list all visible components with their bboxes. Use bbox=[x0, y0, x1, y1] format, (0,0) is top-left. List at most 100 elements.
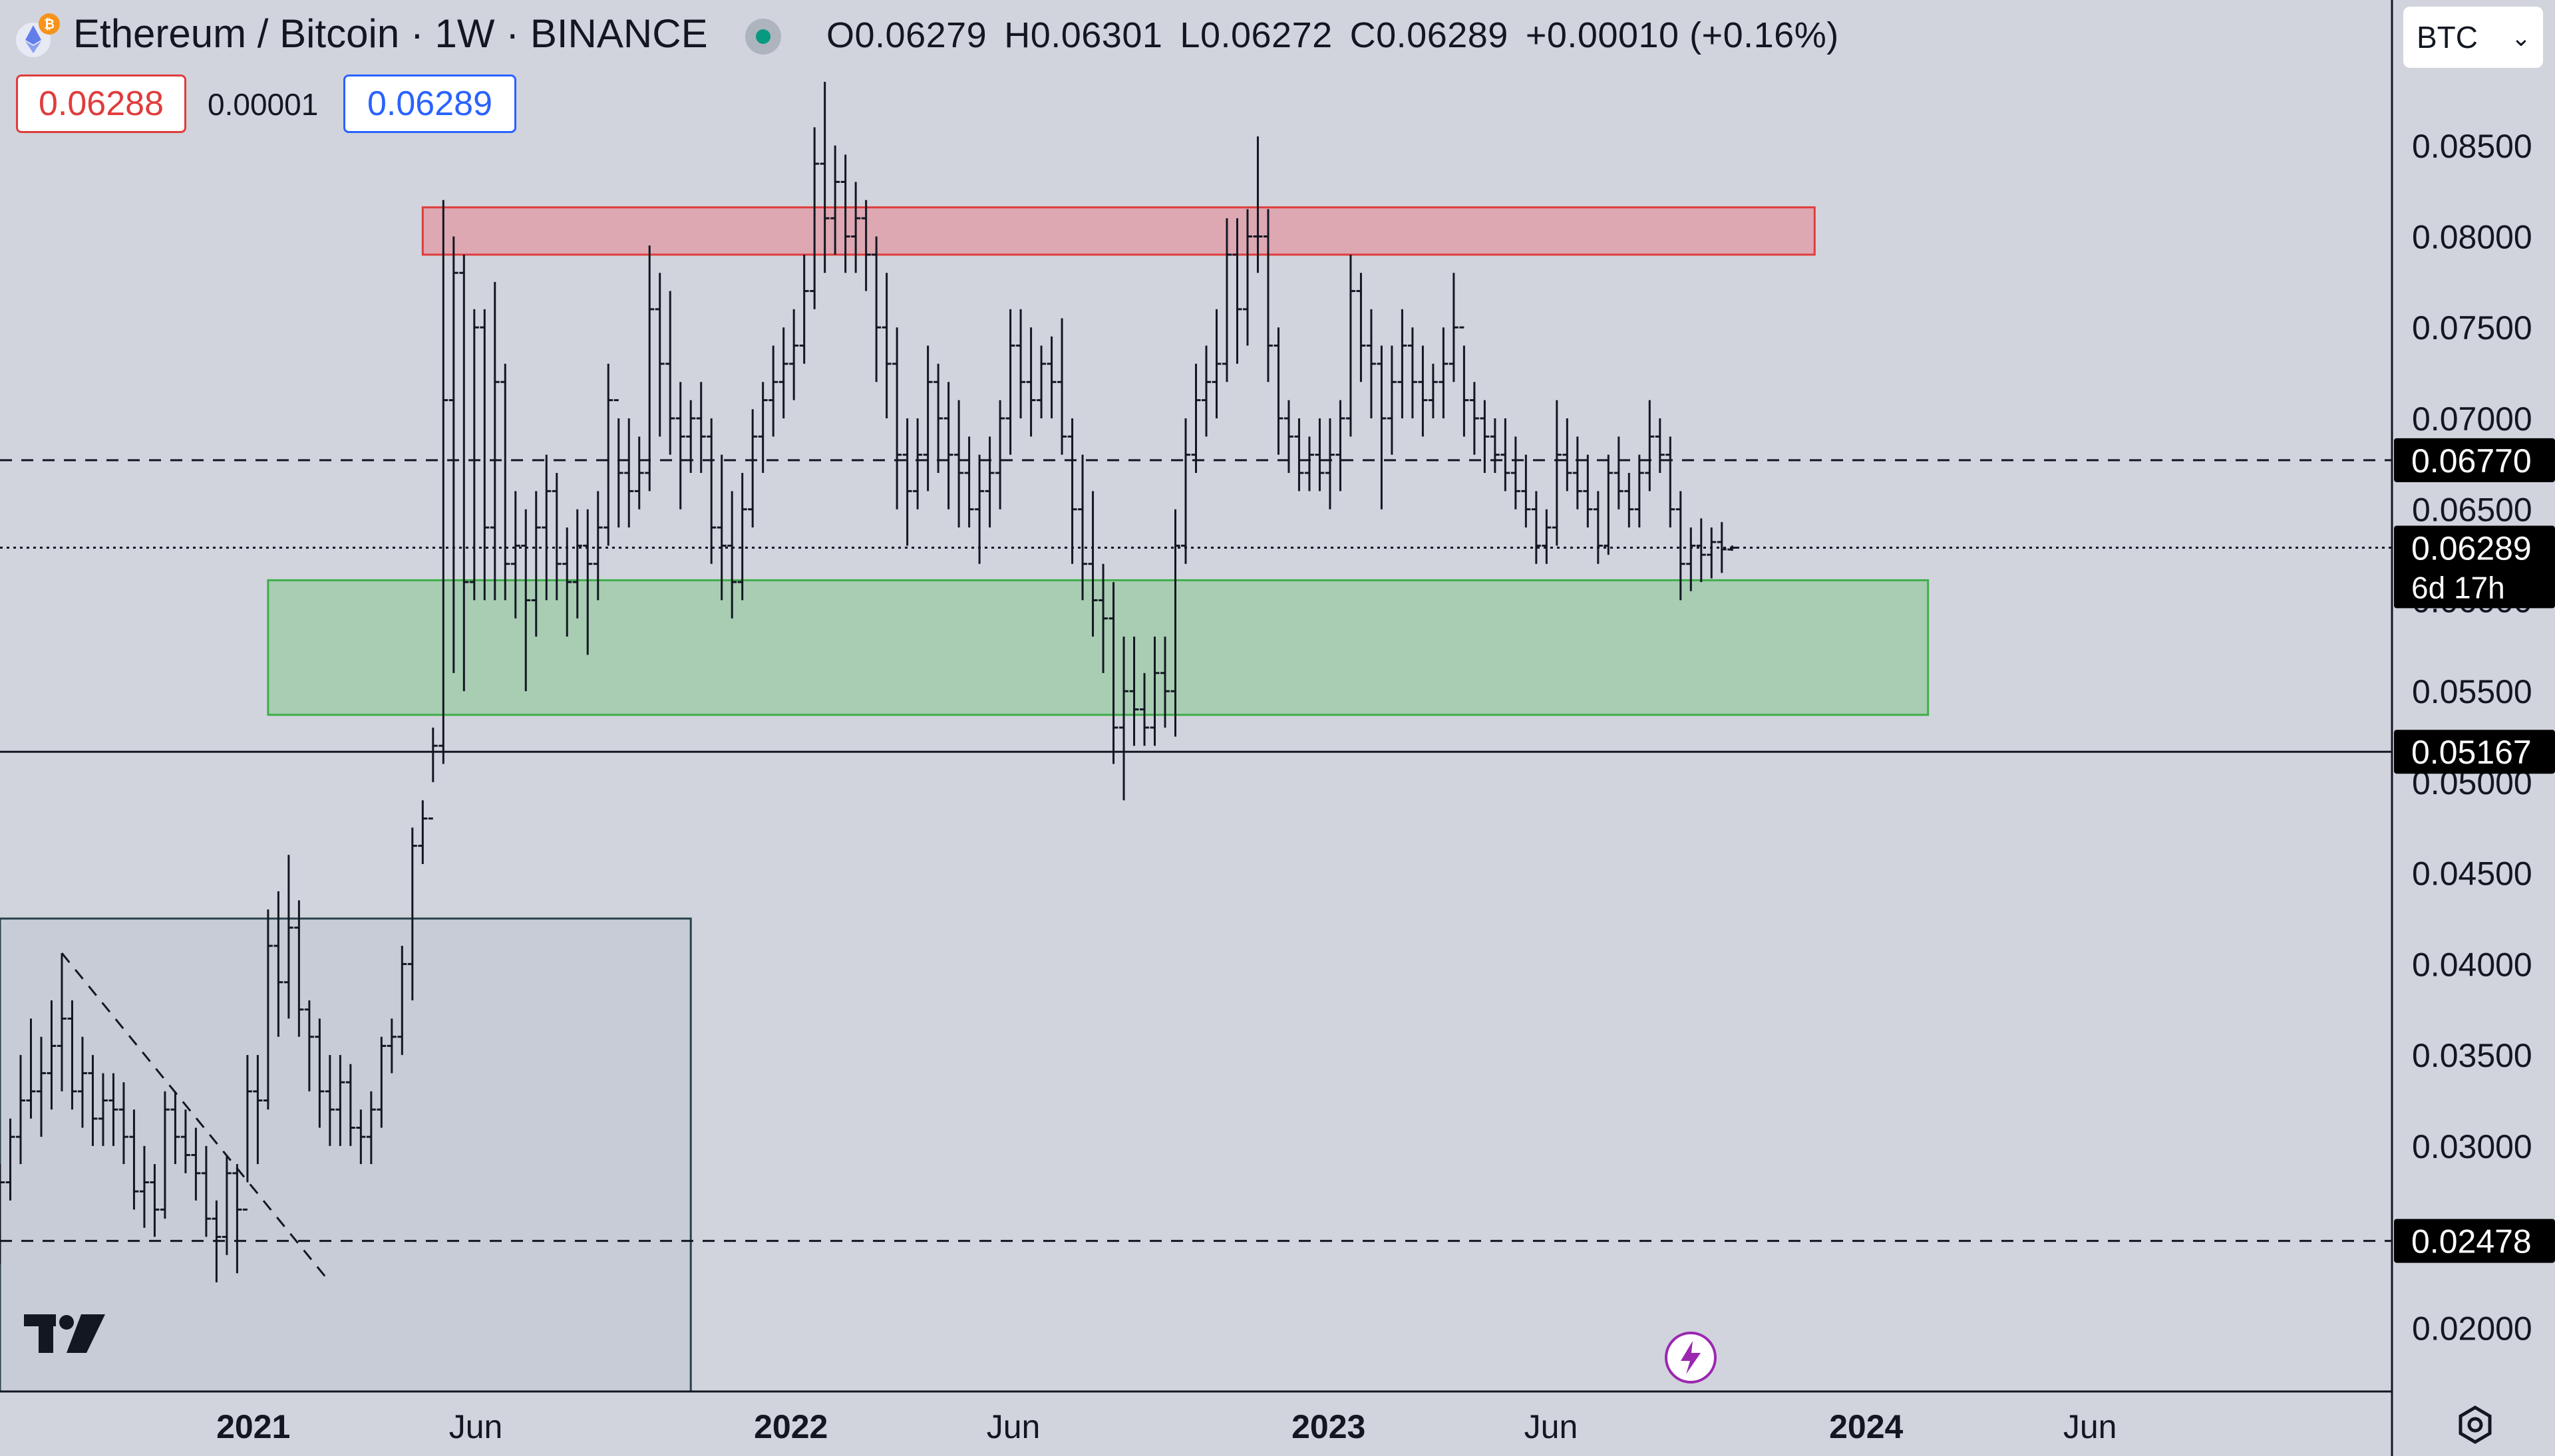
ohlc-bar bbox=[975, 454, 985, 564]
symbol-title[interactable]: Ethereum / Bitcoin · 1W · BINANCE bbox=[73, 11, 708, 56]
svg-text:₿: ₿ bbox=[44, 17, 55, 32]
ohlc-bar bbox=[1397, 309, 1407, 418]
ohlc-bar bbox=[139, 1145, 149, 1228]
ohlc-bar bbox=[995, 400, 1005, 510]
settings-icon[interactable] bbox=[2455, 1405, 2495, 1445]
ohlc-bar bbox=[1686, 527, 1696, 591]
ohlc-bar bbox=[665, 291, 675, 455]
ohlc-bar bbox=[562, 527, 572, 637]
open-value: O0.06279 bbox=[826, 15, 987, 55]
ohlc-bar bbox=[304, 1000, 314, 1092]
ohlc-bar bbox=[1160, 637, 1170, 728]
ohlc-bar bbox=[500, 363, 510, 601]
ohlc-bar bbox=[1315, 418, 1325, 492]
ohlc-bar bbox=[397, 946, 407, 1056]
ohlc-bar bbox=[98, 1073, 108, 1146]
resistance-zone[interactable] bbox=[421, 206, 1816, 256]
ohlc-bar bbox=[613, 399, 623, 528]
ohlc-bar bbox=[1593, 491, 1603, 564]
sell-price-button[interactable]: 0.06288 bbox=[16, 74, 186, 133]
ohlc-bar bbox=[1552, 400, 1562, 546]
ohlc-bar bbox=[407, 827, 417, 1001]
lightning-icon[interactable] bbox=[1665, 1332, 1717, 1383]
time-tick-label: 2021 bbox=[216, 1408, 290, 1445]
ohlc-bar bbox=[232, 1164, 242, 1274]
time-tick-label: Jun bbox=[1524, 1408, 1578, 1445]
ohlc-bar bbox=[1108, 582, 1118, 764]
ohlc-bar bbox=[675, 382, 685, 510]
ohlc-bar bbox=[1531, 491, 1541, 564]
spread-value: 0.00001 bbox=[208, 87, 319, 122]
range-box-zone[interactable] bbox=[0, 917, 692, 1393]
ohlc-bar bbox=[345, 1064, 355, 1146]
ohlc-bar bbox=[758, 382, 768, 474]
ohlc-bar bbox=[366, 1091, 376, 1165]
price-tick-label: 0.08500 bbox=[2412, 128, 2532, 165]
ohlc-bar bbox=[160, 1091, 170, 1219]
time-tick-label: 2024 bbox=[1829, 1408, 1903, 1445]
ohlc-bar bbox=[820, 82, 830, 273]
ohlc-bar bbox=[1655, 418, 1665, 474]
ohlc-bar bbox=[1170, 509, 1180, 737]
ohlc-bar bbox=[1325, 418, 1335, 510]
time-tick-label: Jun bbox=[987, 1408, 1041, 1445]
zones-layer bbox=[0, 206, 1930, 1393]
price-tick-label: 0.07000 bbox=[2412, 400, 2532, 438]
ohlc-bar bbox=[1078, 454, 1088, 601]
ohlc-bar bbox=[222, 1155, 232, 1255]
price-label-text: 0.02478 bbox=[2411, 1223, 2532, 1260]
ohlc-bar bbox=[1191, 363, 1201, 474]
ohlc-bar bbox=[655, 273, 665, 437]
ohlc-bar bbox=[1675, 491, 1685, 601]
ohlc-bar bbox=[1181, 418, 1191, 564]
currency-select[interactable]: BTC ⌄ bbox=[2403, 7, 2543, 68]
price-label-box bbox=[2394, 730, 2555, 774]
ohlc-bar bbox=[283, 855, 293, 1019]
ohlc-bar bbox=[913, 418, 923, 510]
ohlc-bar bbox=[1366, 309, 1376, 418]
ohlc-bar bbox=[727, 491, 737, 619]
ohlc-bar bbox=[325, 1055, 335, 1146]
ohlc-bar bbox=[253, 1055, 263, 1165]
buy-price-button[interactable]: 0.06289 bbox=[343, 74, 516, 133]
ohlc-bar bbox=[1572, 436, 1582, 510]
ohlc-bar bbox=[1294, 418, 1304, 492]
ohlc-bar bbox=[356, 1109, 366, 1165]
support-zone[interactable] bbox=[267, 579, 1930, 716]
ohlc-bar bbox=[1212, 309, 1222, 418]
price-label-box bbox=[2394, 1219, 2555, 1263]
ohlc-bar bbox=[118, 1082, 128, 1165]
ohlc-bar bbox=[521, 509, 531, 692]
ohlc-bar bbox=[438, 200, 448, 764]
ohlc-bar bbox=[1356, 273, 1366, 382]
trendline[interactable] bbox=[61, 952, 331, 1283]
ohlc-bar bbox=[851, 182, 861, 273]
ohlc-bar bbox=[1645, 400, 1655, 492]
change-value: +0.00010 (+0.16%) bbox=[1525, 15, 1839, 55]
ohlc-bar bbox=[572, 509, 582, 619]
ohlc-bar bbox=[1707, 527, 1717, 579]
ohlc-bar bbox=[737, 473, 747, 601]
ohlc-bar bbox=[150, 1164, 160, 1237]
ohlc-bar bbox=[1459, 326, 1469, 437]
ohlc-bar bbox=[469, 309, 479, 601]
price-axis[interactable]: 0.090000.085000.080000.075000.070000.065… bbox=[2412, 37, 2532, 1347]
ohlc-bar bbox=[964, 436, 974, 528]
ohlc-bar bbox=[810, 127, 820, 309]
ohlc-bar bbox=[490, 281, 500, 601]
ohlc-bar bbox=[1604, 454, 1614, 555]
ohlc-bar bbox=[799, 254, 809, 364]
ohlc-bar bbox=[1067, 418, 1077, 564]
ohlc-bar bbox=[1377, 345, 1387, 510]
time-axis[interactable]: 2021 Jun 2022 Jun 2023 Jun 2024 Jun bbox=[216, 1408, 2117, 1445]
ohlc-bar bbox=[1263, 209, 1273, 382]
ohlc-bar bbox=[1057, 318, 1067, 455]
time-tick-label: 2022 bbox=[754, 1408, 828, 1445]
ohlc-bar bbox=[294, 900, 304, 1037]
ohlc-bar bbox=[531, 491, 541, 637]
ohlc-bar bbox=[448, 236, 458, 673]
ohlc-bar bbox=[1005, 309, 1015, 455]
ohlc-bar bbox=[212, 1200, 222, 1282]
